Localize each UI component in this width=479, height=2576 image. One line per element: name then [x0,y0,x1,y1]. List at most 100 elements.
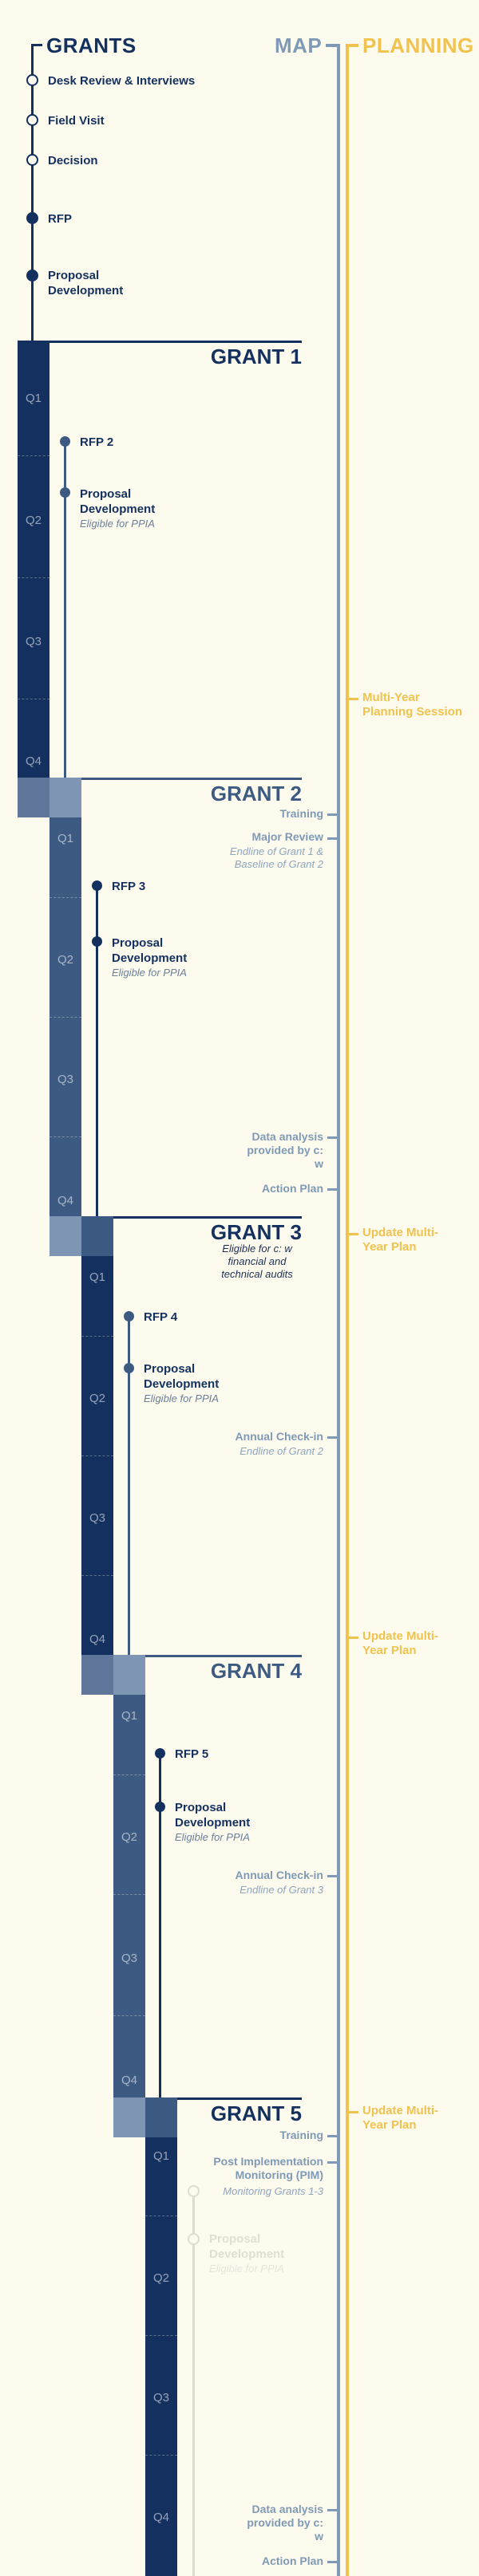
rfp-label: RFP 5 [175,1747,209,1761]
quarter-divider [49,897,81,898]
eligible-label: Eligible for PPIA [112,967,187,979]
quarter-label: Q3 [57,1073,73,1086]
quarter-label: Q4 [121,2074,137,2087]
step-marker-filled [60,487,70,498]
grant-step-line [96,885,98,1216]
map-event-sub: Endline of Grant 1 & Baseline of Grant 2 [229,845,323,870]
quarter-label: Q1 [57,832,73,845]
grant-quarter-bar [81,1256,113,1655]
step-marker-filled [92,880,102,891]
grant-title: GRANT 2 [210,782,302,805]
map-tick [327,2161,337,2164]
quarter-divider [113,2015,145,2016]
grants-header-hook [31,44,42,46]
quarter-divider [49,1136,81,1137]
map-event-label: Data analysis provided by c: w [247,2503,323,2543]
map-tick [327,1188,337,1191]
map-event-label: Annual Check-in [235,1430,323,1443]
map-event-label: Annual Check-in [235,1869,323,1881]
initial-steps-line [31,44,34,341]
overlap-block [81,1216,113,1256]
step-marker-filled [124,1363,134,1373]
quarter-label: Q3 [121,1952,137,1965]
grant-step-line [64,440,66,778]
map-event-label: Action Plan [261,2554,323,2567]
step-marker-filled [60,436,70,447]
planning-event-label: Update Multi-Year Plan [362,2104,438,2132]
planning-header-hook [346,44,358,47]
map-header: MAP [275,33,323,57]
grant-quarter-bar [49,817,81,1216]
eligible-label: Eligible for PPIA [175,1831,250,1843]
rfp-label: RFP 3 [112,880,146,893]
planning-tick [349,2111,358,2113]
planning-event-label: Update Multi-Year Plan [362,1629,438,1657]
step-label: Proposal Development [48,269,124,297]
grant-rule [113,1655,302,1657]
quarter-label: Q2 [121,1830,137,1844]
step-marker-filled [155,1748,165,1759]
eligible-label: Eligible for PPIA [144,1392,219,1404]
planning-tick [349,1233,358,1235]
map-tick [327,2561,337,2563]
proposal-label: Proposal Development [80,487,156,516]
grants-header: GRANTS [46,33,137,57]
quarter-divider [113,1894,145,1895]
map-event-label: Major Review [251,830,323,843]
rfp-label: RFP 2 [80,435,114,449]
overlap-block [18,778,49,817]
planning-event-label: Multi-Year Planning Session [362,691,463,719]
step-marker-filled [92,936,102,947]
map-header-hook [326,44,340,47]
map-tick [327,1436,337,1439]
quarter-divider [145,2455,177,2456]
quarter-divider [18,577,49,578]
grant-rule [49,778,302,780]
step-marker-open [26,154,38,166]
step-marker-filled [26,212,38,224]
proposal-label-faded: Proposal Development [209,2232,285,2261]
eligible-label-faded: Eligible for PPIA [209,2263,284,2275]
map-tick [327,2509,337,2511]
map-timeline-line [337,44,340,2576]
overlap-block [81,1655,113,1695]
quarter-label: Q2 [152,2271,169,2285]
grant-quarter-bar [113,1695,145,2097]
quarter-divider [113,1774,145,1775]
quarter-label: Q1 [121,1709,137,1723]
planning-timeline-line [346,44,349,2576]
planning-tick [349,698,358,700]
grant-title: GRANT 5 [210,2101,302,2125]
planning-header: PLANNING [362,33,474,57]
map-tick [327,1136,337,1139]
map-event-label: Data analysis provided by c: w [247,1130,323,1170]
map-event-sub: Endline of Grant 2 [240,1445,323,1457]
quarter-label: Q4 [57,1194,73,1207]
map-event-label: Post Implementation Monitoring (PIM) [213,2155,323,2181]
quarter-label: Q2 [57,953,73,967]
grant-step-line [128,1316,130,1655]
quarter-label: Q1 [89,1270,105,1284]
step-label: Desk Review & Interviews [48,74,196,88]
grant-quarter-bar [18,343,49,778]
step-marker-open-faded [188,2185,200,2197]
step-label: RFP [48,212,72,226]
quarter-label: Q1 [152,2149,169,2163]
map-tick [327,837,337,840]
quarter-divider [49,1017,81,1018]
grant-rule [145,2097,302,2100]
quarter-label: Q3 [89,1511,105,1525]
grant-title: GRANT 3 [210,1220,302,1244]
audit-note: Eligible for c: w financial and technica… [221,1243,293,1280]
grant-quarter-bar [145,2137,177,2576]
grant-rule [18,341,302,343]
map-event-label: Training [279,807,323,820]
map-tick [327,813,337,816]
overlap-block [113,1655,145,1695]
grant-step-line [159,1753,161,2097]
overlap-block [113,2097,145,2137]
quarter-label: Q3 [25,635,42,648]
quarter-divider [18,455,49,456]
map-tick [327,2135,337,2137]
rfp-label: RFP 4 [144,1310,178,1324]
